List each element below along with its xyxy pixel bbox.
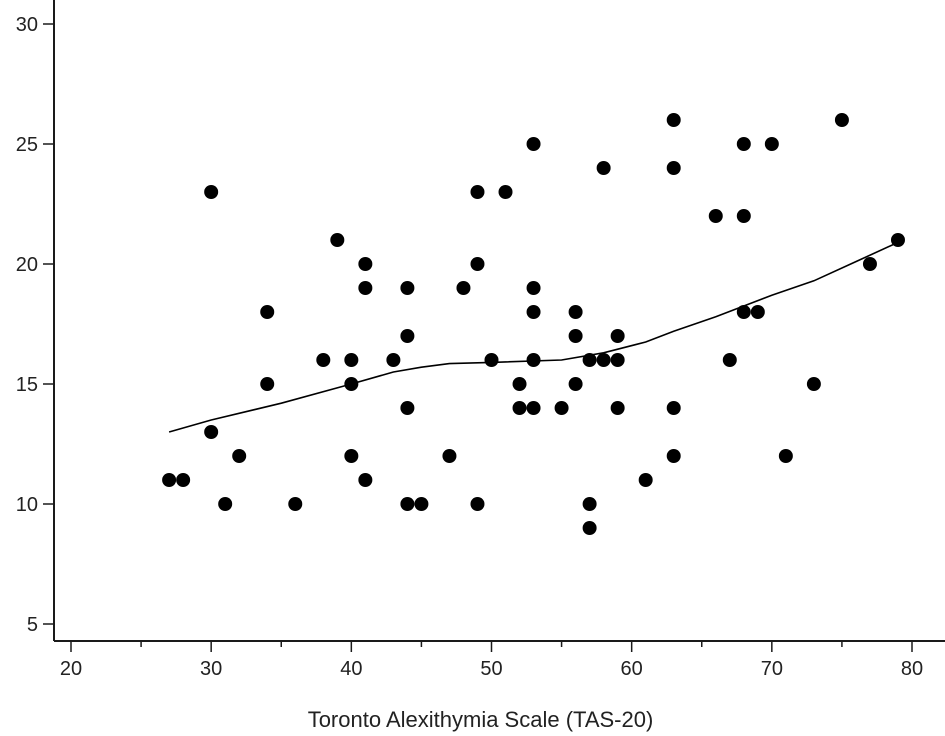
data-point — [344, 353, 359, 367]
data-point — [400, 497, 415, 511]
x-tick-label: 80 — [901, 658, 923, 680]
data-point — [498, 185, 513, 199]
data-point — [162, 473, 177, 487]
data-point — [834, 113, 849, 127]
data-point — [568, 305, 583, 319]
data-point — [400, 329, 415, 343]
data-point — [470, 185, 485, 199]
data-point — [288, 497, 303, 511]
data-point — [736, 209, 751, 223]
data-point — [610, 401, 625, 415]
data-point — [750, 305, 765, 319]
data-point — [400, 401, 415, 415]
y-tick-label: 25 — [16, 134, 38, 156]
data-point — [414, 497, 429, 511]
y-tick-label: 15 — [16, 374, 38, 396]
x-axis-label: Toronto Alexithymia Scale (TAS-20) — [308, 707, 654, 732]
data-point — [442, 449, 457, 463]
data-point — [526, 137, 541, 151]
data-point — [862, 257, 877, 271]
y-tick-label: 20 — [16, 254, 38, 276]
data-point — [456, 281, 471, 295]
data-point — [596, 353, 611, 367]
data-point — [526, 281, 541, 295]
data-point — [330, 233, 345, 247]
x-tick-label: 60 — [621, 658, 643, 680]
data-point — [484, 353, 499, 367]
data-point — [722, 353, 737, 367]
x-ticks: 20 30 40 50 60 70 80 — [60, 641, 923, 680]
x-tick-label: 70 — [761, 658, 783, 680]
data-point — [316, 353, 331, 367]
x-tick-label: 50 — [480, 658, 502, 680]
x-tick-label: 40 — [340, 658, 362, 680]
data-point — [526, 353, 541, 367]
data-point — [582, 497, 597, 511]
axes — [53, 0, 945, 642]
y-ticks: 5 10 15 20 25 30 — [16, 14, 54, 636]
data-point — [232, 449, 247, 463]
data-point — [176, 473, 191, 487]
y-tick-label: 30 — [16, 14, 38, 36]
y-tick-label: 5 — [27, 614, 38, 636]
data-point — [526, 401, 541, 415]
data-point — [666, 113, 681, 127]
data-point — [638, 473, 653, 487]
data-point — [344, 449, 359, 463]
data-point — [568, 329, 583, 343]
data-point — [736, 305, 751, 319]
data-point — [582, 521, 597, 535]
data-point — [512, 377, 527, 391]
data-point — [568, 377, 583, 391]
data-point — [806, 377, 821, 391]
data-point — [470, 497, 485, 511]
x-tick-label: 20 — [60, 658, 82, 680]
data-point — [358, 281, 373, 295]
data-point — [736, 137, 751, 151]
data-point — [666, 449, 681, 463]
data-point — [386, 353, 401, 367]
data-point — [610, 329, 625, 343]
data-point — [596, 161, 611, 175]
data-point — [554, 401, 569, 415]
data-point — [400, 281, 415, 295]
data-point — [512, 401, 527, 415]
data-point — [666, 401, 681, 415]
data-point — [610, 353, 625, 367]
data-point — [218, 497, 233, 511]
data-point — [526, 305, 541, 319]
data-points — [162, 113, 905, 535]
data-point — [708, 209, 723, 223]
trend-line — [168, 241, 899, 433]
x-tick-label: 30 — [200, 658, 222, 680]
data-point — [204, 185, 219, 199]
data-point — [358, 473, 373, 487]
data-point — [666, 161, 681, 175]
data-point — [260, 305, 275, 319]
data-point — [470, 257, 485, 271]
data-point — [260, 377, 275, 391]
data-point — [764, 137, 779, 151]
data-point — [778, 449, 793, 463]
data-point — [204, 425, 219, 439]
data-point — [358, 257, 373, 271]
y-tick-label: 10 — [16, 494, 38, 516]
